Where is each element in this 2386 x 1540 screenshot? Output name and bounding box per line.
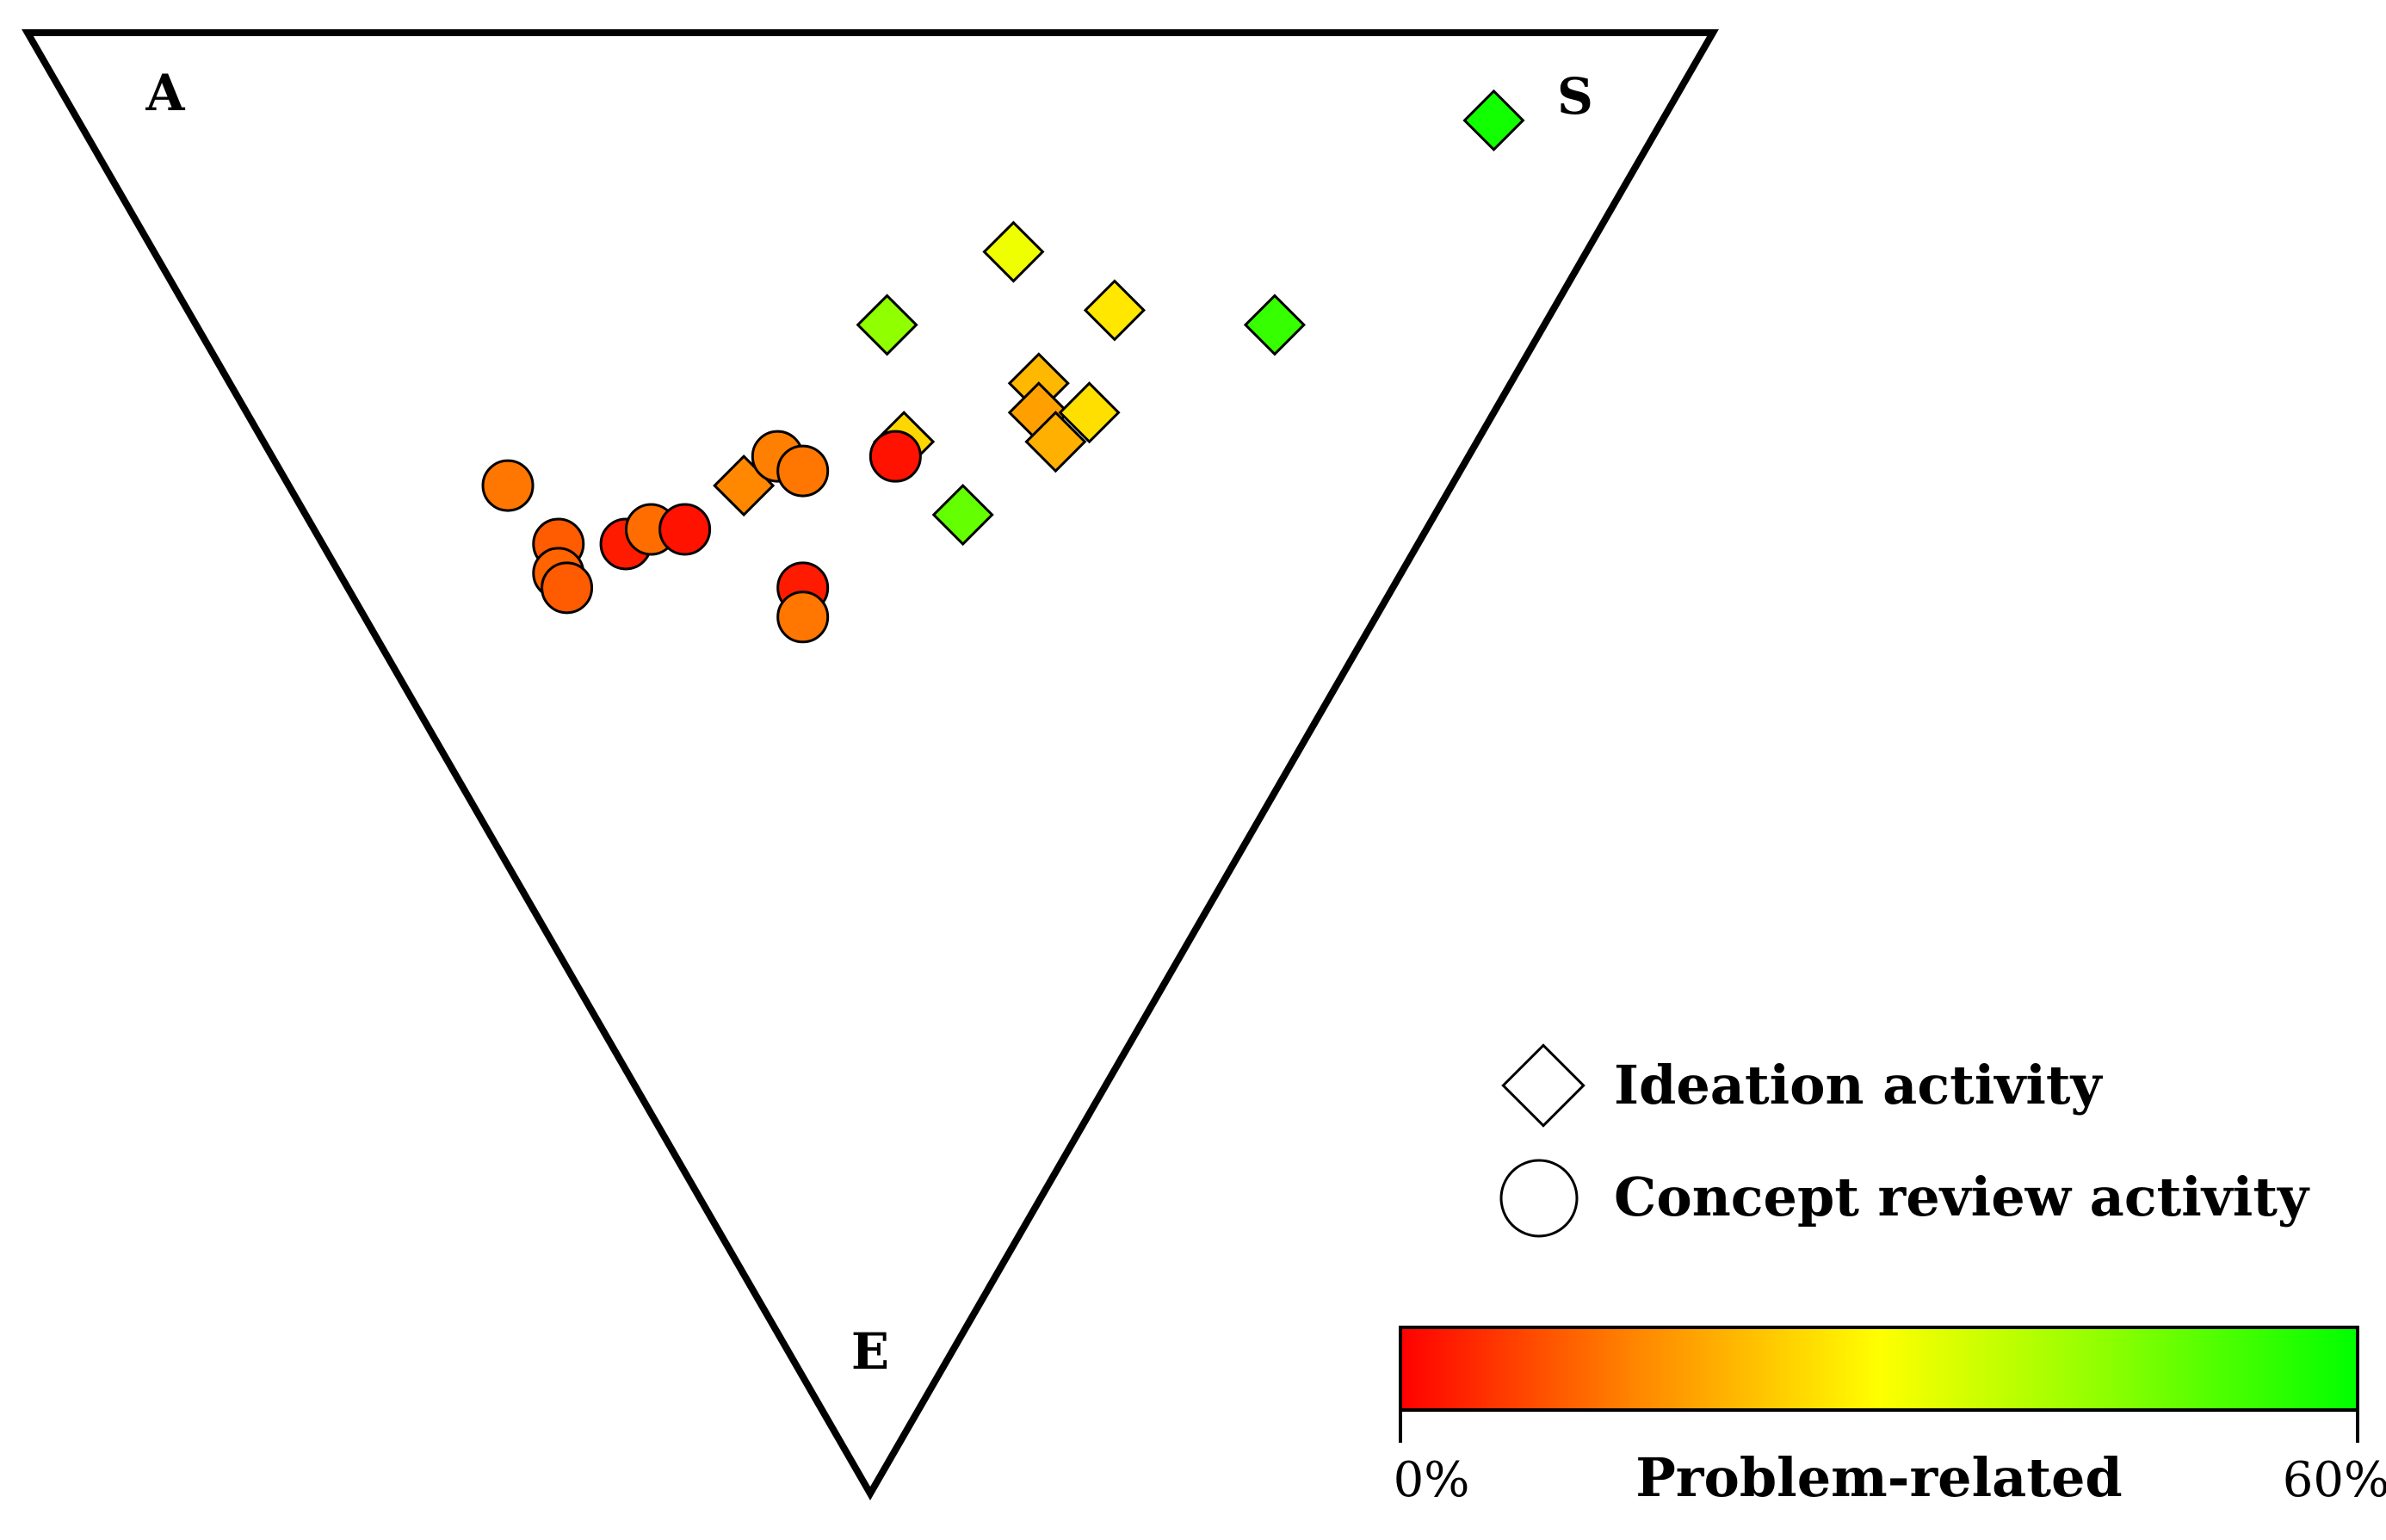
ideation-point-2 <box>982 220 1045 283</box>
vertex-label-s: S <box>1557 67 1593 126</box>
ideation-point-1 <box>1462 89 1525 152</box>
ideation-point-3 <box>1083 279 1146 342</box>
concept-review-point-9 <box>776 444 830 498</box>
ideation-point-8 <box>1024 411 1087 473</box>
data-points <box>481 89 1525 644</box>
colorbar-title: Problem-related <box>1635 1446 2123 1509</box>
colorbar: 0% 60% Problem-related <box>1394 1326 2386 1509</box>
concept-review-point-4 <box>541 561 594 615</box>
concept-review-point-7 <box>658 503 712 556</box>
legend-label-concept-review: Concept review activity <box>1614 1166 2310 1228</box>
legend-circle-marker <box>1499 1159 1579 1238</box>
ideation-point-5 <box>856 294 918 356</box>
ideation-point-9 <box>1058 381 1121 444</box>
vertex-label-e: E <box>851 1322 889 1381</box>
colorbar-min-label: 0% <box>1394 1452 1470 1508</box>
ternary-triangle-outline <box>22 29 1719 1501</box>
ideation-point-4 <box>1243 294 1306 356</box>
colorbar-max-label: 60% <box>2283 1452 2386 1508</box>
ideation-point-11 <box>931 483 994 547</box>
legend: Ideation activity Concept review activit… <box>1499 1043 2310 1238</box>
concept-review-point-11 <box>776 591 830 644</box>
concept-review-point-1 <box>481 459 535 512</box>
vertex-label-a: A <box>145 64 185 122</box>
legend-diamond-marker <box>1501 1043 1586 1128</box>
colorbar-gradient <box>1399 1326 2359 1412</box>
concept-review-point-12 <box>868 430 922 483</box>
legend-label-ideation: Ideation activity <box>1614 1054 2104 1116</box>
